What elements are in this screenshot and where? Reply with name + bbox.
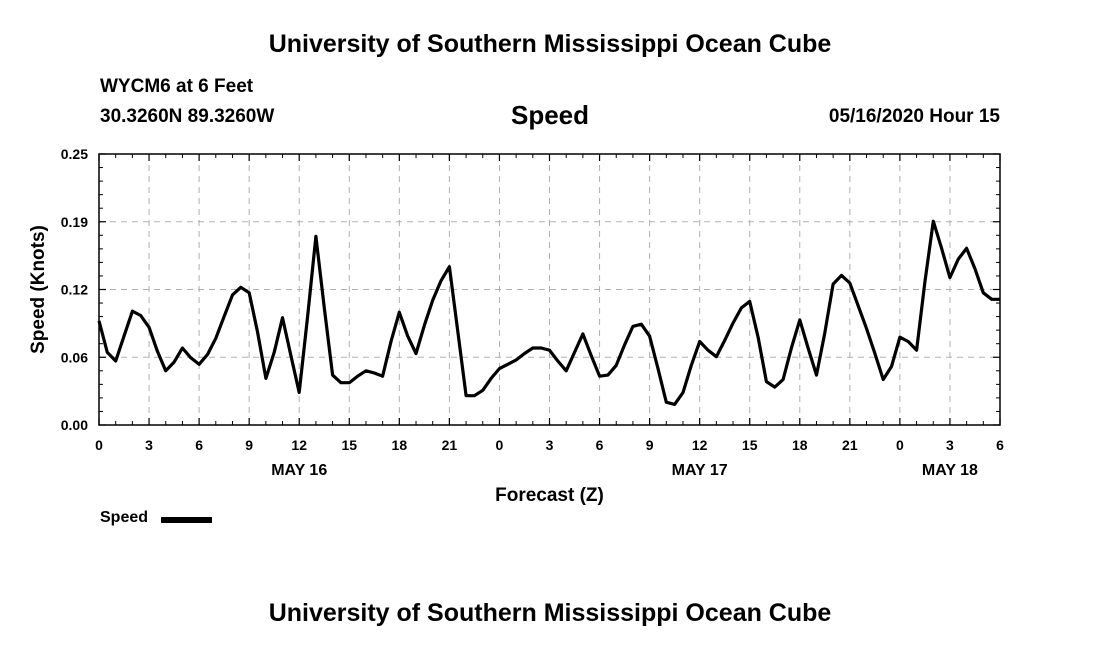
x-tick-label: 9 bbox=[646, 437, 654, 453]
date-label: MAY 16 bbox=[271, 462, 327, 479]
x-tick-label: 12 bbox=[692, 437, 708, 453]
x-tick-label: 3 bbox=[946, 437, 954, 453]
x-tick-label: 6 bbox=[996, 437, 1004, 453]
x-tick-label: 0 bbox=[896, 437, 904, 453]
y-tick-label: 0.25 bbox=[61, 146, 88, 162]
x-tick-label: 15 bbox=[341, 437, 357, 453]
legend-swatch bbox=[161, 517, 212, 523]
chart-title: Speed bbox=[510, 100, 590, 130]
x-tick-label: 15 bbox=[742, 437, 758, 453]
x-tick-label: 18 bbox=[792, 437, 808, 453]
x-tick-label: 21 bbox=[442, 437, 458, 453]
date-hour-label: 05/16/2020 Hour 15 bbox=[828, 106, 1000, 127]
x-tick-label: 3 bbox=[546, 437, 554, 453]
station-label: WYCM6 at 6 Feet bbox=[100, 76, 254, 97]
x-axis-title: Forecast (Z) bbox=[495, 485, 604, 506]
axis-labels: 0 3 6 9 12 15 18 21 0 3 6 9 12 15 18 21 0 3 6 0.00 0.06 0.12 0… bbox=[61, 146, 1004, 479]
x-tick-label: 0 bbox=[95, 437, 103, 453]
coordinates-label: 30.3260N 89.3260W bbox=[100, 106, 275, 127]
axis-ticks bbox=[98, 153, 1001, 426]
y-tick-label: 0.00 bbox=[61, 417, 88, 433]
x-tick-label: 21 bbox=[842, 437, 858, 453]
x-tick-label: 9 bbox=[245, 437, 253, 453]
series-layer bbox=[97, 219, 1000, 406]
x-tick-label: 12 bbox=[291, 437, 307, 453]
grid-lines bbox=[99, 154, 1000, 425]
date-label: MAY 17 bbox=[672, 462, 728, 479]
x-tick-label: 6 bbox=[195, 437, 203, 453]
legend-label: Speed bbox=[100, 509, 149, 526]
x-tick-label: 0 bbox=[496, 437, 504, 453]
date-label: MAY 18 bbox=[922, 462, 978, 479]
x-tick-label: 3 bbox=[145, 437, 153, 453]
speed-series-line bbox=[97, 219, 1000, 406]
footer-title: University of Southern Mississippi Ocean… bbox=[268, 599, 832, 627]
y-axis-title: Speed (Knots) bbox=[28, 225, 49, 354]
y-tick-label: 0.19 bbox=[61, 214, 88, 230]
x-tick-label: 18 bbox=[392, 437, 408, 453]
y-tick-label: 0.06 bbox=[61, 349, 88, 365]
page-title: University of Southern Mississippi Ocean… bbox=[268, 30, 832, 58]
y-tick-label: 0.12 bbox=[61, 282, 88, 298]
x-tick-label: 6 bbox=[596, 437, 604, 453]
